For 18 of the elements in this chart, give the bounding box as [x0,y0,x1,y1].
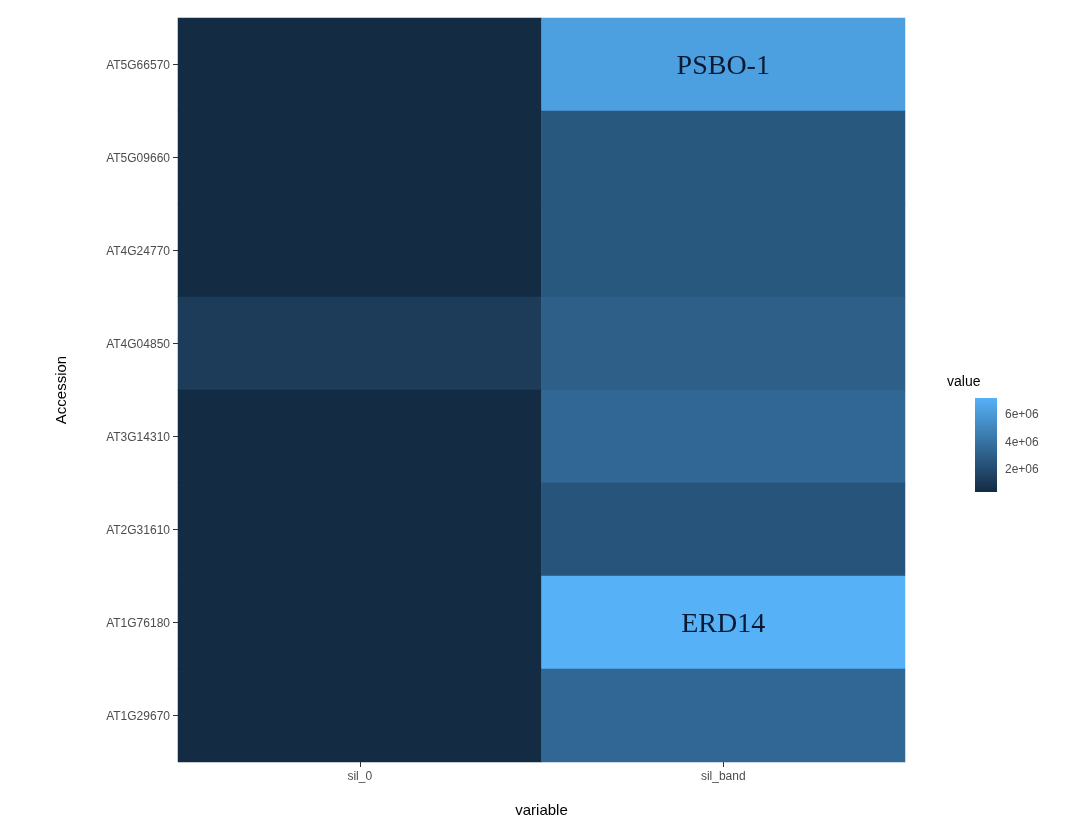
color-bar-label: 4e+06 [1005,434,1040,449]
y-tick-label: AT4G04850 [106,336,171,351]
y-tick-label: AT2G31610 [106,522,171,537]
y-tick-label: AT4G24770 [106,243,171,258]
x-tick-label: sil_band [700,769,746,783]
data-label: ERD14 [681,607,766,638]
y-tick-label: AT5G09660 [106,150,171,165]
data-label: PSBO-1 [676,49,770,80]
y-axis-title: Accession [52,355,69,425]
y-tick-label: AT1G29670 [106,708,171,723]
color-bar-label: 6e+06 [1005,407,1040,422]
y-tick-label: AT3G14310 [106,429,171,444]
y-tick-label: AT1G76180 [106,615,171,630]
color-bar-title: value [947,373,981,389]
color-bar-label: 2e+06 [1005,461,1040,476]
x-tick-label: sil_0 [347,769,373,783]
y-tick-label: AT5G66570 [106,57,171,72]
x-axis-title: variable [515,801,568,818]
